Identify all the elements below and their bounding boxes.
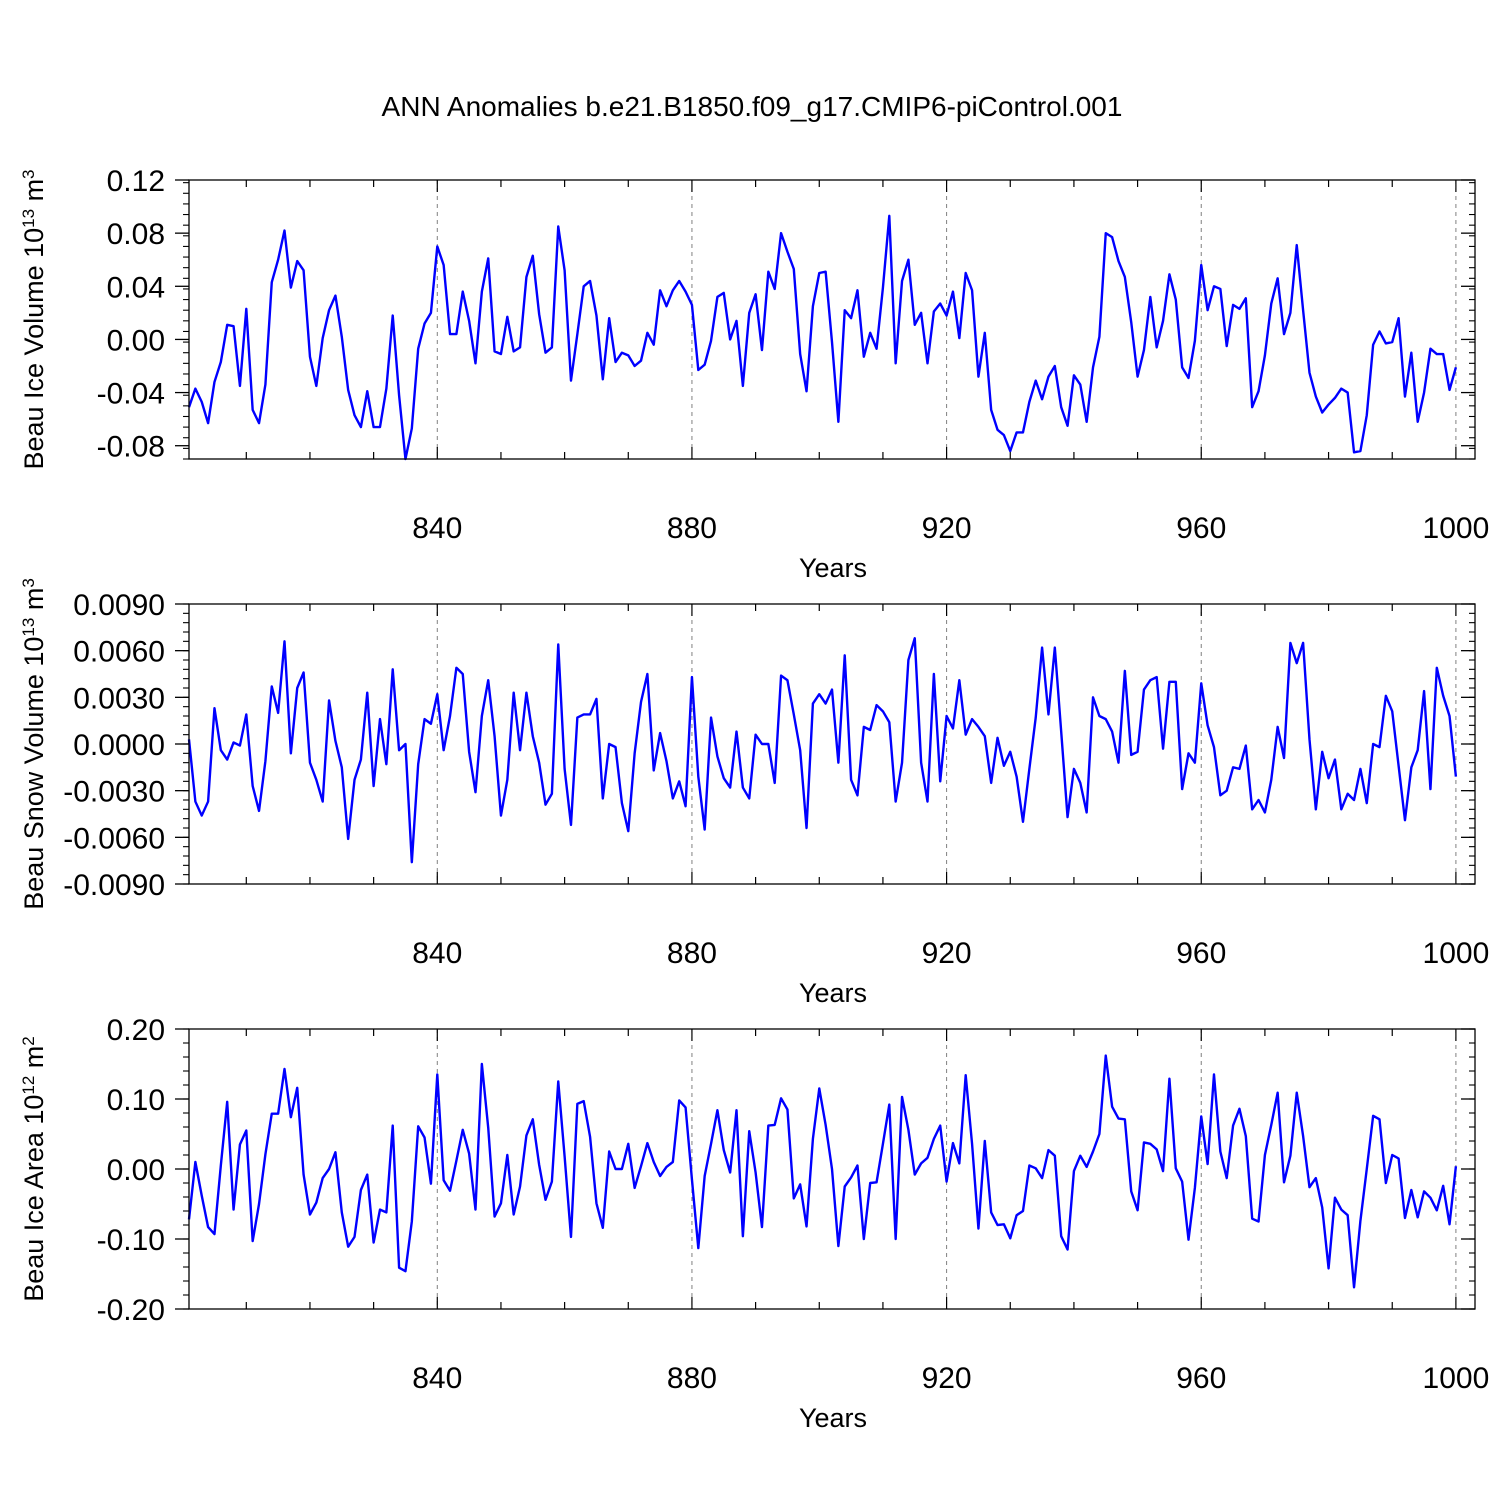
x-axis-title: Years (799, 553, 867, 583)
y-tick-label: -0.0030 (63, 776, 165, 809)
x-tick-label: 840 (412, 937, 462, 970)
series-line-snow-volume (187, 637, 1458, 864)
panel-ice-volume: 0.12 0.08 0.04 0.00 -0.04 -0.08 840 880 920 960 10… (19, 165, 1490, 583)
y-tick-label: 0.0090 (73, 589, 165, 622)
x-axis-title: Years (799, 978, 867, 1008)
y-axis-title-text: Beau Ice Volume 10 (19, 228, 49, 470)
x-tick-label: 920 (922, 1362, 972, 1395)
y-tick-label: -0.20 (97, 1294, 165, 1327)
y-tick-label: -0.08 (97, 431, 165, 464)
y-axis-title-text: Beau Snow Volume 10 (19, 637, 49, 910)
y-axis-title-exponent: 12 (19, 1076, 38, 1095)
x-tick-label: 960 (1176, 512, 1226, 545)
y-tick-label: 0.08 (107, 218, 165, 251)
panels: 0.12 0.08 0.04 0.00 -0.04 -0.08 840 880 920 960 10… (19, 165, 1490, 1433)
series-line-ice-volume (187, 214, 1458, 461)
y-tick-label: -0.04 (97, 378, 165, 411)
y-axis-title-exponent: 13 (19, 618, 38, 637)
y-tick-label: 0.00 (107, 1154, 165, 1187)
y-tick-label: -0.10 (97, 1224, 165, 1257)
y-axis-title: Beau Snow Volume 1013 m3 (19, 578, 50, 910)
y-axis-title-unit: m (19, 588, 49, 618)
y-axis-title-unit: m (19, 179, 49, 209)
x-tick-label: 960 (1176, 937, 1226, 970)
x-tick-label: 1000 (1423, 937, 1490, 970)
x-tick-label: 880 (667, 1362, 717, 1395)
chart-title: ANN Anomalies b.e21.B1850.f09_g17.CMIP6-… (382, 91, 1123, 122)
y-tick-label: 0.20 (107, 1014, 165, 1047)
x-tick-label: 920 (922, 937, 972, 970)
y-axis-title-exponent: 13 (19, 209, 38, 228)
y-axis-title-unit-exponent: 3 (19, 578, 38, 587)
y-tick-label: 0.0000 (73, 729, 165, 762)
x-tick-label: 960 (1176, 1362, 1226, 1395)
x-tick-label: 840 (412, 1362, 462, 1395)
y-axis-title-text: Beau Ice Area 10 (19, 1095, 49, 1302)
x-axis-title: Years (799, 1403, 867, 1433)
y-tick-label: 0.10 (107, 1084, 165, 1117)
y-tick-label: 0.0030 (73, 682, 165, 715)
plot-frame (188, 179, 1476, 460)
y-tick-label: 0.04 (107, 271, 165, 304)
x-tick-label: 840 (412, 512, 462, 545)
y-axis-title-unit: m (19, 1046, 49, 1076)
y-axis-title-unit-exponent: 3 (19, 169, 38, 178)
x-tick-label: 880 (667, 937, 717, 970)
panel-ice-area: 0.20 0.10 0.00 -0.10 -0.20 840 880 920 960 1000 Ye… (19, 1014, 1490, 1433)
x-tick-label: 920 (922, 512, 972, 545)
y-axis-title: Beau Ice Area 1012 m2 (19, 1036, 50, 1302)
y-tick-label: -0.0090 (63, 869, 165, 902)
panel-snow-volume: 0.0090 0.0060 0.0030 0.0000 -0.0030 -0.0060 -0… (19, 578, 1490, 1008)
series-line-ice-area (187, 1054, 1458, 1289)
y-tick-label: 0.12 (107, 165, 165, 198)
y-tick-label: 0.0060 (73, 636, 165, 669)
x-tick-label: 1000 (1423, 1362, 1490, 1395)
y-tick-label: -0.0060 (63, 822, 165, 855)
y-axis-title: Beau Ice Volume 1013 m3 (19, 169, 50, 469)
x-tick-label: 1000 (1423, 512, 1490, 545)
y-tick-label: 0.00 (107, 324, 165, 357)
x-tick-label: 880 (667, 512, 717, 545)
y-axis-title-unit-exponent: 2 (19, 1036, 38, 1045)
